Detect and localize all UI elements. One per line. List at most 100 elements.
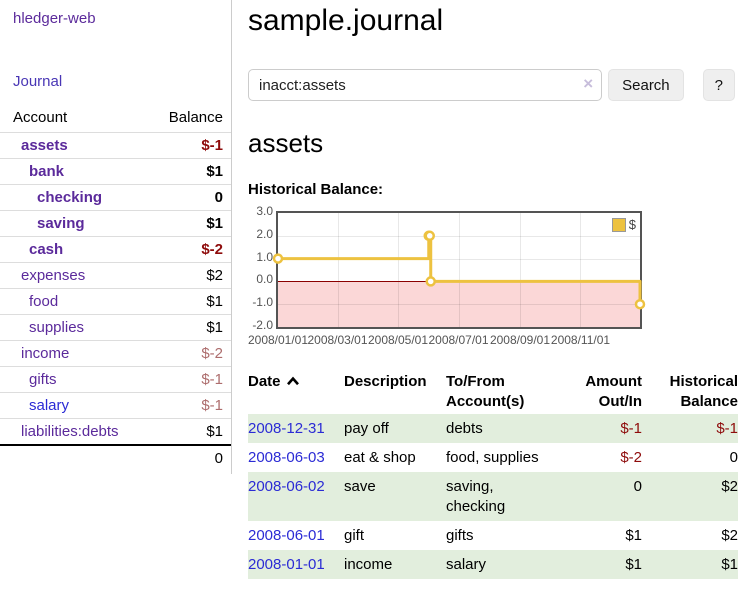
balance-cell: $2 — [721, 478, 738, 495]
account-row: supplies $1 — [0, 314, 231, 341]
legend-swatch — [611, 217, 626, 232]
x-tick-label: 2008/03/01 — [307, 333, 368, 347]
balance-cell: $1 — [721, 556, 738, 573]
brand-link[interactable]: hledger-web — [13, 10, 96, 27]
sidebar-item-journal[interactable]: Journal — [13, 73, 63, 90]
account-balance: $2 — [151, 262, 231, 289]
account-row: assets $-1 — [0, 132, 231, 159]
register-row: 2008-12-31 pay off debts $-1 $-1 — [248, 414, 738, 443]
register-accounts: food, supplies — [446, 449, 539, 466]
y-tick-label: 2.0 — [256, 226, 273, 241]
chart-legend: $ — [611, 217, 636, 232]
account-link[interactable]: income — [21, 345, 70, 362]
register-accounts: gifts — [446, 527, 474, 544]
account-balance: $1 — [151, 418, 231, 445]
register-description: save — [344, 478, 376, 495]
register-date-link[interactable]: 2008-06-03 — [248, 449, 325, 466]
account-balance: $-1 — [151, 392, 231, 419]
register-col-balance: Historical Balance — [669, 373, 738, 410]
account-row: food $1 — [0, 288, 231, 315]
register-accounts: saving, checking — [446, 478, 506, 515]
balance-cell: 0 — [729, 449, 738, 466]
account-link[interactable]: saving — [37, 215, 85, 232]
account-link[interactable]: gifts — [29, 371, 57, 388]
y-tick-label: -2.0 — [252, 318, 273, 332]
register-row: 2008-06-02 save saving, checking 0 $2 — [248, 472, 738, 521]
account-balance: $-2 — [151, 340, 231, 367]
register-col-accounts: To/From Account(s) — [446, 373, 525, 410]
account-balance: $-1 — [151, 132, 231, 159]
register-accounts: salary — [446, 556, 487, 573]
register-date-link[interactable]: 2008-01-01 — [248, 556, 325, 573]
search-box: × — [248, 69, 603, 101]
account-row: gifts $-1 — [0, 366, 231, 393]
amount-cell: 0 — [633, 478, 642, 495]
amount-cell: $-2 — [620, 449, 642, 466]
account-link[interactable]: checking — [37, 189, 103, 206]
account-row: bank $1 — [0, 158, 231, 185]
account-link[interactable]: cash — [29, 241, 64, 258]
account-row: saving $1 — [0, 210, 231, 237]
account-row: cash $-2 — [0, 236, 231, 263]
account-row: checking 0 — [0, 184, 231, 211]
account-balance: 0 — [151, 184, 231, 211]
chevron-up-icon — [286, 376, 299, 386]
register-header-row: Date Description To/From Account(s) Amou… — [248, 370, 738, 414]
account-balance: $1 — [151, 158, 231, 185]
help-button[interactable]: ? — [702, 69, 735, 101]
page-title: sample.journal — [248, 4, 444, 37]
register-row: 2008-06-01 gift gifts $1 $2 — [248, 521, 738, 550]
register-date-link[interactable]: 2008-12-31 — [248, 420, 325, 437]
chart-title: Historical Balance: — [248, 181, 384, 198]
sidebar: hledger-web Journal Account Balance asse… — [0, 0, 232, 474]
accounts-col-account: Account — [13, 109, 68, 126]
legend-label: $ — [628, 217, 636, 232]
account-row: salary $-1 — [0, 392, 231, 419]
account-link[interactable]: food — [29, 293, 59, 310]
register-table: Date Description To/From Account(s) Amou… — [248, 370, 738, 579]
register-col-date: Date — [248, 370, 344, 414]
register-description: pay off — [344, 420, 389, 437]
account-balance: $1 — [151, 314, 231, 341]
balance-cell: $-1 — [716, 420, 738, 437]
account-link[interactable]: liabilities:debts — [21, 423, 119, 440]
historical-balance-chart: $3.0 2.0 1.0 0.0 -1.0 -2.0 2008/01/01 2008/03/0… — [247, 205, 735, 353]
account-row: liabilities:debts $1 — [0, 418, 231, 445]
register-date-link[interactable]: 2008-06-02 — [248, 478, 325, 495]
clear-search-icon[interactable]: × — [583, 74, 594, 93]
x-tick-label: 2008/01/01 — [247, 333, 309, 347]
x-tick-label: 2008/05/01 — [367, 333, 429, 347]
amount-cell: $1 — [625, 556, 642, 573]
y-tick-label: 0.0 — [256, 272, 273, 287]
accounts-total-row: 0 — [0, 444, 231, 471]
account-link[interactable]: salary — [29, 397, 70, 414]
account-link[interactable]: supplies — [29, 319, 85, 336]
account-row: expenses $2 — [0, 262, 231, 289]
register-description: income — [344, 556, 393, 573]
amount-cell: $1 — [625, 527, 642, 544]
accounts-total-value: 0 — [151, 444, 231, 471]
account-balance: $1 — [151, 210, 231, 237]
register-col-amount: Amount Out/In — [585, 373, 642, 410]
account-row: income $-2 — [0, 340, 231, 367]
amount-cell: $-1 — [620, 420, 642, 437]
register-row: 2008-01-01 income salary $1 $1 — [248, 550, 738, 579]
search-form: × Search ? — [248, 69, 735, 101]
account-link[interactable]: expenses — [21, 267, 86, 284]
account-balance: $-2 — [151, 236, 231, 263]
account-balance: $1 — [151, 288, 231, 315]
register-date-link[interactable]: 2008-06-01 — [248, 527, 325, 544]
register-description: eat & shop — [344, 449, 416, 466]
register-accounts: debts — [446, 420, 483, 437]
x-tick-label: 2008/09/01 — [489, 333, 551, 347]
search-button[interactable]: Search — [608, 69, 684, 101]
accounts-table: Account Balance assets $-1 bank $1 check… — [0, 106, 231, 471]
y-tick-label: 3.0 — [256, 204, 273, 218]
search-input[interactable] — [248, 69, 603, 101]
account-heading: assets — [248, 128, 324, 158]
register-row: 2008-06-03 eat & shop food, supplies $-2… — [248, 443, 738, 472]
x-tick-label: 2008/07/01 — [428, 333, 489, 347]
account-balance: $-1 — [151, 366, 231, 393]
account-link[interactable]: assets — [21, 137, 68, 154]
account-link[interactable]: bank — [29, 163, 65, 180]
